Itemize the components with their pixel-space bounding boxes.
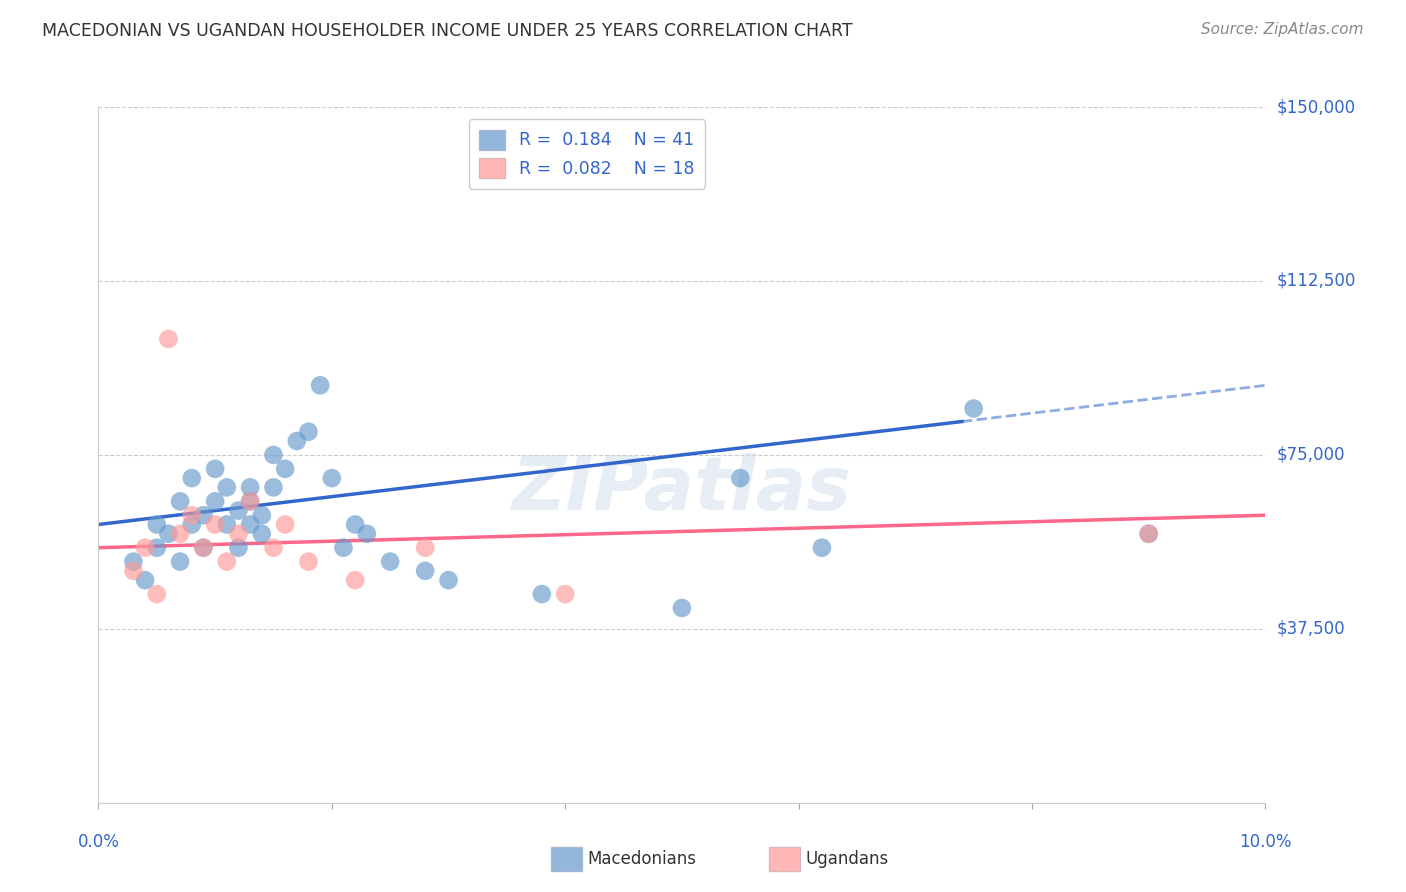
Point bbox=[378, 555, 402, 569]
Point bbox=[193, 541, 215, 555]
Text: 10.0%: 10.0% bbox=[1239, 833, 1292, 851]
Legend: R =  0.184    N = 41, R =  0.082    N = 18: R = 0.184 N = 41, R = 0.082 N = 18 bbox=[468, 120, 706, 189]
Point bbox=[262, 448, 284, 462]
Point bbox=[262, 480, 284, 494]
Point bbox=[180, 508, 202, 523]
Point bbox=[146, 541, 169, 555]
Point bbox=[122, 555, 145, 569]
Point bbox=[413, 541, 436, 555]
Point bbox=[215, 555, 238, 569]
Point bbox=[169, 526, 191, 541]
Point bbox=[228, 503, 250, 517]
Text: ZIPatlas: ZIPatlas bbox=[512, 453, 852, 526]
Point bbox=[811, 541, 834, 555]
Point bbox=[204, 494, 226, 508]
Text: $150,000: $150,000 bbox=[1277, 98, 1355, 116]
Point bbox=[134, 573, 156, 587]
Point bbox=[169, 494, 191, 508]
Point bbox=[274, 462, 297, 476]
Text: 0.0%: 0.0% bbox=[77, 833, 120, 851]
Point bbox=[554, 587, 576, 601]
Text: $37,500: $37,500 bbox=[1277, 620, 1346, 638]
Text: Macedonians: Macedonians bbox=[588, 850, 697, 868]
Point bbox=[297, 555, 319, 569]
Point bbox=[146, 517, 169, 532]
Text: MACEDONIAN VS UGANDAN HOUSEHOLDER INCOME UNDER 25 YEARS CORRELATION CHART: MACEDONIAN VS UGANDAN HOUSEHOLDER INCOME… bbox=[42, 22, 853, 40]
Point bbox=[413, 564, 436, 578]
Point bbox=[239, 494, 262, 508]
Point bbox=[356, 526, 378, 541]
Point bbox=[180, 471, 202, 485]
Point bbox=[437, 573, 460, 587]
Point bbox=[239, 494, 262, 508]
Point bbox=[297, 425, 319, 439]
Point bbox=[285, 434, 308, 448]
Point bbox=[344, 517, 367, 532]
Point bbox=[274, 517, 297, 532]
Point bbox=[180, 517, 202, 532]
Point bbox=[309, 378, 332, 392]
Point bbox=[157, 526, 180, 541]
Point bbox=[239, 517, 262, 532]
Point bbox=[204, 462, 226, 476]
Point bbox=[146, 587, 169, 601]
Point bbox=[193, 508, 215, 523]
Point bbox=[671, 601, 693, 615]
Point bbox=[728, 471, 751, 485]
Point bbox=[228, 526, 250, 541]
Point bbox=[215, 517, 238, 532]
Point bbox=[530, 587, 553, 601]
Point bbox=[262, 541, 284, 555]
Point bbox=[344, 573, 367, 587]
Text: $75,000: $75,000 bbox=[1277, 446, 1346, 464]
Point bbox=[1137, 526, 1160, 541]
Point bbox=[169, 555, 191, 569]
Point bbox=[193, 541, 215, 555]
Point bbox=[239, 480, 262, 494]
Point bbox=[228, 541, 250, 555]
Point bbox=[321, 471, 343, 485]
Text: Ugandans: Ugandans bbox=[806, 850, 889, 868]
Point bbox=[134, 541, 156, 555]
Point bbox=[215, 480, 238, 494]
Point bbox=[250, 526, 273, 541]
Text: $112,500: $112,500 bbox=[1277, 272, 1355, 290]
Point bbox=[1137, 526, 1160, 541]
Text: Source: ZipAtlas.com: Source: ZipAtlas.com bbox=[1201, 22, 1364, 37]
Point bbox=[962, 401, 984, 416]
Point bbox=[204, 517, 226, 532]
Point bbox=[332, 541, 354, 555]
Point bbox=[122, 564, 145, 578]
Point bbox=[157, 332, 180, 346]
Point bbox=[250, 508, 273, 523]
